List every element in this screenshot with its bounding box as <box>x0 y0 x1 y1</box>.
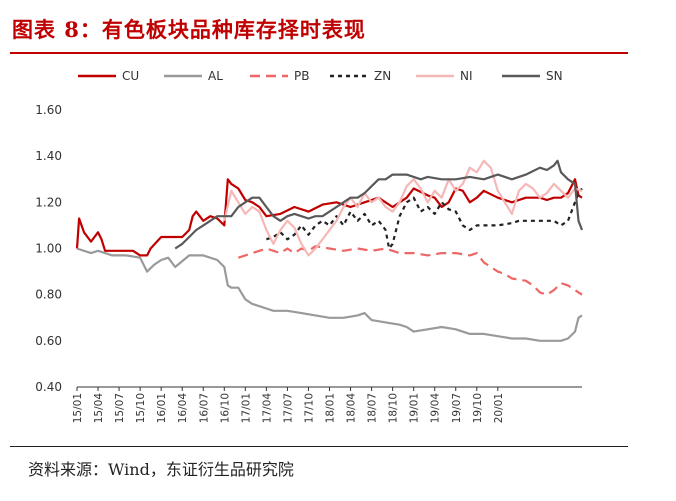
x-tick-label: 19/10 <box>472 393 484 423</box>
x-tick-label: 15/07 <box>114 393 126 423</box>
y-tick-label: 1.00 <box>35 242 62 256</box>
x-tick-label: 16/07 <box>198 393 210 423</box>
x-tick-label: 19/04 <box>430 393 442 424</box>
x-tick-label: 18/04 <box>346 393 358 424</box>
legend-label-ni: NI <box>460 69 473 83</box>
legend-label-sn: SN <box>546 69 563 83</box>
series-cu-line <box>75 178 583 257</box>
series-sn-line <box>174 159 584 250</box>
series-pb-line <box>237 245 583 296</box>
series-al-line <box>76 247 583 342</box>
x-tick-label: 15/01 <box>72 393 84 423</box>
legend-label-pb: PB <box>294 69 309 83</box>
y-tick-label: 0.40 <box>35 380 62 394</box>
x-tick-label: 17/10 <box>303 393 315 423</box>
series-ni-line <box>223 159 583 257</box>
y-tick-label: 0.60 <box>35 334 62 348</box>
title-rule <box>10 52 628 54</box>
x-tick-label: 20/01 <box>493 393 505 423</box>
x-tick-label: 15/10 <box>135 393 147 423</box>
axes: 0.40 0.60 0.80 1.00 1.20 1.40 1.60 15/01 15/04 15… <box>35 103 582 423</box>
x-tick-label: 16/01 <box>156 393 168 423</box>
x-tick-label: 17/01 <box>240 393 252 423</box>
x-tick-label: 19/01 <box>409 393 421 423</box>
chart-title: 图表 8：有色板块品种库存择时表现 <box>12 17 366 42</box>
x-tick-label: 18/10 <box>388 393 400 423</box>
x-tick-label: 18/07 <box>367 393 379 423</box>
x-tick-label: 19/07 <box>451 393 463 423</box>
legend-label-al: AL <box>208 69 223 83</box>
x-tick-label: 18/01 <box>325 393 337 423</box>
x-tick-label: 16/10 <box>219 393 231 423</box>
legend-label-cu: CU <box>122 69 139 83</box>
legend-label-zn: ZN <box>374 69 391 83</box>
footer-rule <box>10 446 628 447</box>
series-layer <box>75 159 584 342</box>
y-tick-label: 1.20 <box>35 195 62 209</box>
x-tick-label: 17/04 <box>261 393 273 424</box>
legend: CU AL PB ZN NI SN <box>78 69 563 83</box>
y-tick-label: 1.60 <box>35 103 62 117</box>
y-tick-label: 1.40 <box>35 149 62 163</box>
y-tick-label: 0.80 <box>35 288 62 302</box>
x-tick-label: 15/04 <box>93 393 105 424</box>
series-zn-line <box>266 187 583 250</box>
x-tick-label: 17/07 <box>282 393 294 423</box>
source-note: 资料来源：Wind，东证衍生品研究院 <box>28 460 294 479</box>
x-tick-label: 16/04 <box>177 393 189 424</box>
